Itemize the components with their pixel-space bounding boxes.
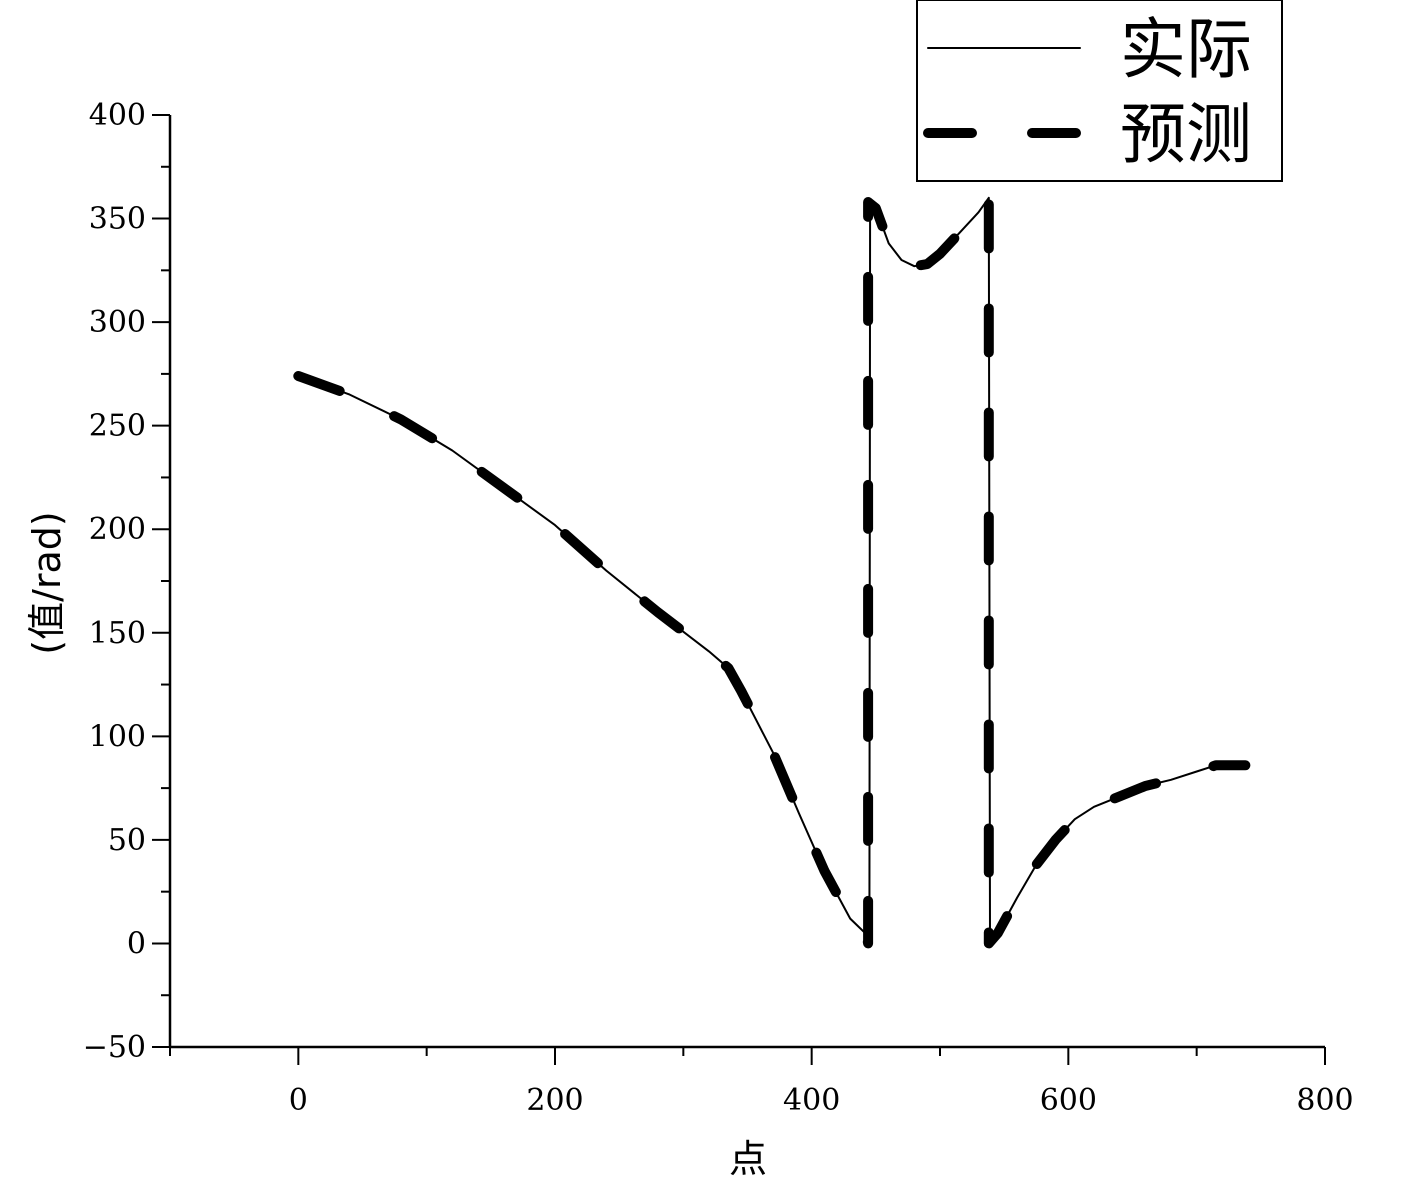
series-group (293, 192, 1251, 949)
y-tick-label: 250 (89, 409, 146, 444)
x-tick-label: 200 (526, 1083, 583, 1118)
y-tick-label: 400 (89, 98, 146, 133)
y-tick-label: 350 (89, 202, 146, 237)
y-tick-label: 100 (89, 719, 146, 754)
x-tick-label: 0 (289, 1083, 308, 1118)
y-tick-label: 50 (108, 823, 146, 858)
x-tick-label: 800 (1296, 1083, 1353, 1118)
legend-label-2: 预测 (1120, 96, 1252, 173)
x-tick-label: 400 (783, 1083, 840, 1118)
legend-label-1: 实际 (1120, 11, 1252, 88)
axes: −50 0 50 100 150 200 250 300 350 400 0 200 400 600 800 (83, 98, 1354, 1118)
y-tick-label: −50 (83, 1030, 146, 1065)
y-axis-title: (值/rad) (25, 511, 69, 654)
y-tick-label: 300 (89, 305, 146, 340)
series-line-1 (297, 196, 1247, 941)
series-line-2 (293, 192, 1251, 949)
y-tick-label: 150 (89, 616, 146, 651)
y-tick-label: 200 (89, 512, 146, 547)
legend-box (916, 0, 1283, 182)
y-tick-label: 0 (127, 926, 146, 961)
x-tick-label: 600 (1040, 1083, 1097, 1118)
x-axis-title: 点 (729, 1137, 767, 1181)
